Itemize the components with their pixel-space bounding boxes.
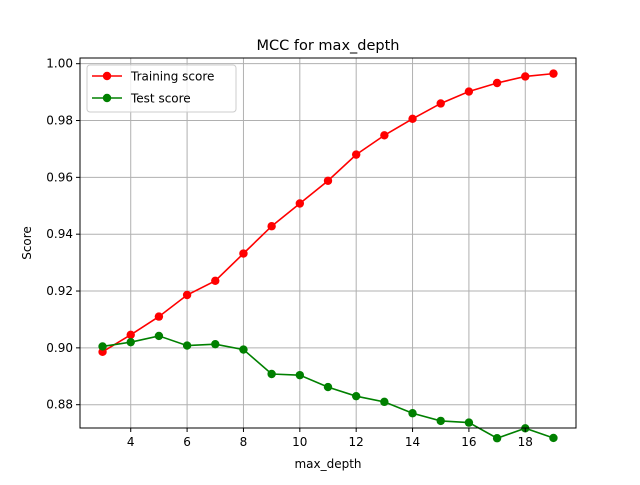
chart-title: MCC for max_depth <box>257 38 400 54</box>
data-point <box>464 418 474 427</box>
y-tick-label: 1.00 <box>46 57 73 71</box>
data-point <box>126 330 135 339</box>
legend-marker <box>102 71 112 81</box>
y-tick-label: 0.94 <box>46 227 73 241</box>
grid <box>80 58 576 428</box>
axes: 4 6 8 10 12 14 16 18 0.88 0.90 0.92 0.94 0.96 0.98 1.0… <box>46 57 533 449</box>
x-tick-label: 10 <box>292 435 307 449</box>
x-tick-label: 12 <box>349 435 364 449</box>
data-point <box>182 341 192 350</box>
data-point <box>492 434 502 443</box>
data-point <box>549 433 558 443</box>
x-axis-label: max_depth <box>294 457 361 471</box>
y-tick-label: 0.92 <box>46 284 73 298</box>
data-point <box>98 342 107 351</box>
data-point <box>408 409 417 418</box>
data-point <box>436 99 445 108</box>
x-tick-label: 8 <box>240 435 248 449</box>
data-point <box>380 397 389 407</box>
data-point <box>436 416 445 426</box>
y-tick-label: 0.88 <box>46 398 73 412</box>
x-tick-label: 14 <box>405 435 420 449</box>
data-point <box>126 337 135 347</box>
legend: Training score Test score <box>86 64 237 113</box>
data-point <box>295 370 305 380</box>
data-point <box>239 345 248 354</box>
data-point <box>351 391 361 401</box>
x-tick-label: 4 <box>127 435 135 449</box>
legend-label: Training score <box>130 70 214 84</box>
y-tick-label: 0.98 <box>46 114 73 128</box>
data-point <box>182 290 192 300</box>
data-point <box>154 331 164 341</box>
plot-frame <box>79 57 577 429</box>
data-point <box>492 78 502 88</box>
data-point <box>267 369 276 379</box>
y-tick-label: 0.90 <box>46 341 73 355</box>
series-training-score <box>98 69 558 357</box>
y-tick-label: 0.96 <box>46 170 73 184</box>
x-tick-label: 6 <box>183 435 191 449</box>
legend-box <box>86 64 237 113</box>
data-point <box>380 131 389 140</box>
data-point <box>323 176 333 185</box>
data-point <box>351 150 361 159</box>
data-point <box>521 72 530 81</box>
data-point <box>211 339 220 349</box>
data-point <box>323 382 333 392</box>
data-point <box>154 312 164 321</box>
data-point <box>408 114 417 124</box>
y-axis-label: Score <box>20 226 34 260</box>
data-point <box>464 87 474 96</box>
data-point <box>267 222 276 231</box>
legend-label: Test score <box>130 92 191 106</box>
legend-marker <box>102 93 112 103</box>
x-tick-label: 16 <box>461 435 476 449</box>
data-point <box>239 249 248 258</box>
x-tick-label: 18 <box>518 435 533 449</box>
data-point <box>549 69 558 78</box>
data-point <box>211 276 220 285</box>
data-point <box>295 199 305 208</box>
